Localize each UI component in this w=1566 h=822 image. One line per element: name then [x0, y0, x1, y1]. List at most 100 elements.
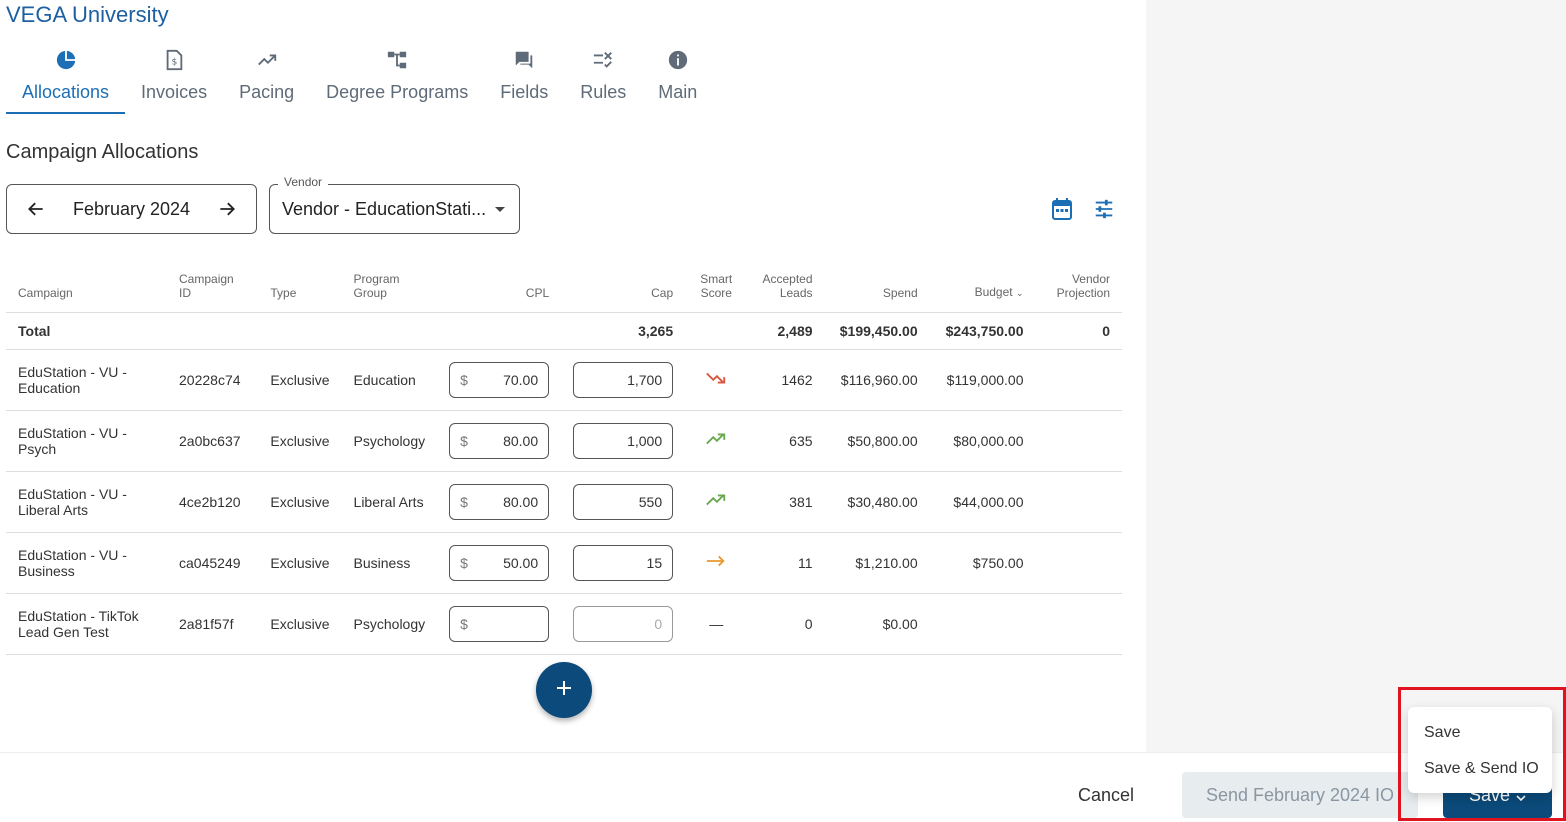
menu-item-save[interactable]: Save [1424, 724, 1461, 741]
month-selector: February 2024 [6, 184, 257, 234]
tab-degree-programs[interactable]: Degree Programs [310, 44, 484, 116]
org-title: VEGA University [6, 2, 169, 27]
cap-input[interactable]: 1,700 [573, 361, 674, 398]
trending-down-icon [705, 372, 727, 389]
campaign-name: EduStation - TikTok Lead Gen Test [6, 593, 168, 655]
accepted-leads: 381 [747, 471, 825, 533]
add-campaign-button[interactable] [536, 662, 592, 718]
tab-label: Fields [500, 82, 549, 102]
campaign-id: 20228c74 [167, 349, 259, 411]
cpl-input[interactable]: $50.00 [449, 544, 550, 581]
campaign-name: EduStation - VU - Business [6, 532, 168, 594]
tab-main[interactable]: Main [642, 44, 713, 116]
arrow-left-icon[interactable] [25, 198, 47, 220]
col-type[interactable]: Type [258, 264, 342, 313]
accepted-leads: 1462 [747, 349, 825, 411]
total-row: Total 3,265 2,489 $199,450.00 $243,750.0… [6, 312, 1122, 350]
cancel-button[interactable]: Cancel [1077, 784, 1135, 805]
cap-placeholder: 0 [654, 615, 663, 632]
spend: $0.00 [824, 593, 930, 655]
cap-input[interactable]: 15 [573, 544, 674, 581]
vendor-legend: Vendor [278, 175, 329, 189]
total-vendor-projection: 0 [1035, 312, 1122, 350]
campaign-name: EduStation - VU - Education [6, 349, 168, 411]
col-campaign[interactable]: Campaign [6, 264, 168, 313]
col-budget[interactable]: Budget ⌄ [929, 264, 1036, 313]
tab-label: Invoices [141, 82, 208, 102]
cap-value: 1,000 [627, 432, 663, 449]
menu-item-save-send-io[interactable]: Save & Send IO [1424, 760, 1539, 777]
chat-icon [512, 48, 536, 72]
program-group: Psychology [341, 410, 438, 472]
arrow-right-icon[interactable] [216, 198, 238, 220]
col-cap[interactable]: Cap [561, 264, 686, 313]
currency-symbol: $ [460, 432, 468, 449]
campaign-id: ca045249 [167, 532, 259, 594]
vendor-select[interactable]: Vendor Vendor - EducationStati... [269, 175, 520, 234]
send-io-button[interactable]: Send February 2024 IO [1182, 772, 1418, 818]
program-group: Liberal Arts [341, 471, 438, 533]
trending-flat-icon [705, 555, 727, 572]
total-spend: $199,450.00 [824, 312, 930, 350]
col-accepted-leads[interactable]: Accepted Leads [747, 264, 825, 313]
currency-symbol: $ [460, 615, 468, 632]
tab-label: Rules [580, 82, 627, 102]
program-group: Business [341, 532, 438, 594]
total-label: Total [6, 312, 168, 350]
filter-settings-icon[interactable] [1093, 198, 1115, 220]
col-program-group[interactable]: Program Group [341, 264, 438, 313]
trending-up-icon [705, 433, 727, 450]
cpl-input[interactable]: $ [449, 605, 550, 642]
tab-label: Pacing [239, 82, 295, 102]
cap-input[interactable]: 0 [573, 605, 674, 642]
tab-invoices[interactable]: $ Invoices [125, 44, 223, 116]
accepted-leads: 635 [747, 410, 825, 472]
cap-value: 15 [646, 554, 663, 571]
section-title: Campaign Allocations [6, 141, 199, 163]
table-row: EduStation - TikTok Lead Gen Test 2a81f5… [6, 593, 1122, 655]
col-smart-score[interactable]: Smart Score [685, 264, 748, 313]
tab-rules[interactable]: Rules [564, 44, 642, 116]
cpl-input[interactable]: $70.00 [449, 361, 550, 398]
col-spend[interactable]: Spend [824, 264, 930, 313]
budget [929, 593, 1036, 655]
allocations-table: Campaign Campaign ID Type Program Group … [6, 264, 1122, 655]
campaign-id: 2a0bc637 [167, 410, 259, 472]
rules-icon [591, 48, 615, 72]
accepted-leads: 0 [747, 593, 825, 655]
cpl-value: 70.00 [503, 371, 539, 388]
right-pane [1146, 0, 1566, 752]
campaign-id: 2a81f57f [167, 593, 259, 655]
cpl-input[interactable]: $80.00 [449, 483, 550, 520]
main-panel: VEGA University Allocations $ Invoices P… [6, 2, 1122, 718]
table-row: EduStation - VU - Business ca045249 Excl… [6, 532, 1122, 594]
spend: $116,960.00 [824, 349, 930, 411]
cap-input[interactable]: 1,000 [573, 422, 674, 459]
tab-allocations[interactable]: Allocations [6, 44, 126, 116]
budget: $119,000.00 [929, 349, 1036, 411]
score-empty: — [685, 593, 748, 655]
program-group: Education [341, 349, 438, 411]
cpl-value: 50.00 [503, 554, 539, 571]
table-row: EduStation - VU - Education 20228c74 Exc… [6, 349, 1122, 411]
currency-symbol: $ [460, 554, 468, 571]
calendar-icon[interactable] [1051, 198, 1073, 220]
campaign-id: 4ce2b120 [167, 471, 259, 533]
chevron-down-icon [1516, 785, 1526, 806]
total-cap: 3,265 [561, 312, 686, 350]
cap-input[interactable]: 550 [573, 483, 674, 520]
pie-chart-icon [54, 48, 78, 72]
budget: $44,000.00 [929, 471, 1036, 533]
col-vendor-projection[interactable]: Vendor Projection [1035, 264, 1122, 313]
cpl-input[interactable]: $80.00 [449, 422, 550, 459]
col-cpl[interactable]: CPL [437, 264, 562, 313]
budget: $750.00 [929, 532, 1036, 594]
tab-label: Main [658, 82, 698, 102]
tab-pacing[interactable]: Pacing [223, 44, 310, 116]
campaign-name: EduStation - VU - Liberal Arts [6, 471, 168, 533]
campaign-type: Exclusive [258, 532, 342, 594]
tab-bar: Allocations $ Invoices Pacing Degree Pro… [6, 44, 713, 116]
campaign-type: Exclusive [258, 593, 342, 655]
col-campaign-id[interactable]: Campaign ID [167, 264, 259, 313]
tab-fields[interactable]: Fields [484, 44, 564, 116]
